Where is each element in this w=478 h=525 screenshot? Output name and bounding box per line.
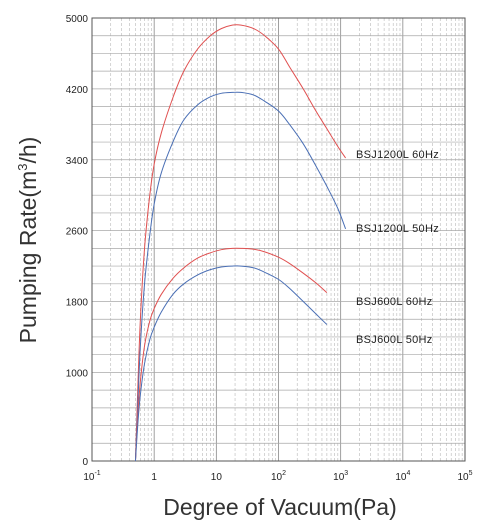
x-tick-label: 10	[211, 472, 223, 483]
plot-frame	[91, 17, 466, 462]
x-axis-title: Degree of Vacuum(Pa)	[163, 494, 397, 520]
y-tick-label: 4200	[66, 85, 89, 96]
series-line	[134, 247, 328, 462]
x-tick-label: 1	[151, 472, 157, 483]
y-tick-label: 2600	[66, 227, 89, 238]
y-axis-title-superscript: 3	[15, 164, 30, 171]
series-line	[134, 265, 328, 462]
series-layer	[134, 24, 347, 462]
x-tick-label: 105	[457, 470, 472, 483]
series-label: BSJ1200L 50Hz	[356, 223, 439, 235]
minor-gridlines	[110, 18, 463, 461]
x-tick-label: 104	[395, 470, 410, 483]
series-line	[134, 24, 347, 462]
series-label: BSJ600L 50Hz	[356, 334, 433, 346]
y-axis-title-end: /h)	[15, 137, 41, 164]
series-label: BSJ1200L 60Hz	[356, 149, 439, 161]
y-tick-label: 0	[82, 457, 88, 468]
x-tick-label: 10-1	[83, 470, 100, 483]
series-label: BSJ600L 60Hz	[356, 296, 433, 308]
y-tick-labels: 0 1000 1800 2600 3400 4200 5000	[66, 14, 89, 468]
x-tick-labels: 10-1 1 10 102 103 104 105	[83, 470, 472, 483]
y-tick-label: 1000	[66, 368, 89, 379]
y-tick-label: 5000	[66, 14, 89, 25]
x-tick-label: 103	[333, 470, 348, 483]
y-tick-label: 1800	[66, 298, 89, 309]
y-axis-title: Pumping Rate(m3/h)	[15, 137, 41, 344]
y-axis-title-main: Pumping Rate(m	[15, 171, 41, 344]
series-line	[134, 91, 347, 462]
series-labels: BSJ1200L 60Hz BSJ1200L 50Hz BSJ600L 60Hz BS…	[356, 149, 439, 346]
y-tick-label: 3400	[66, 156, 89, 167]
x-tick-label: 102	[271, 470, 286, 483]
